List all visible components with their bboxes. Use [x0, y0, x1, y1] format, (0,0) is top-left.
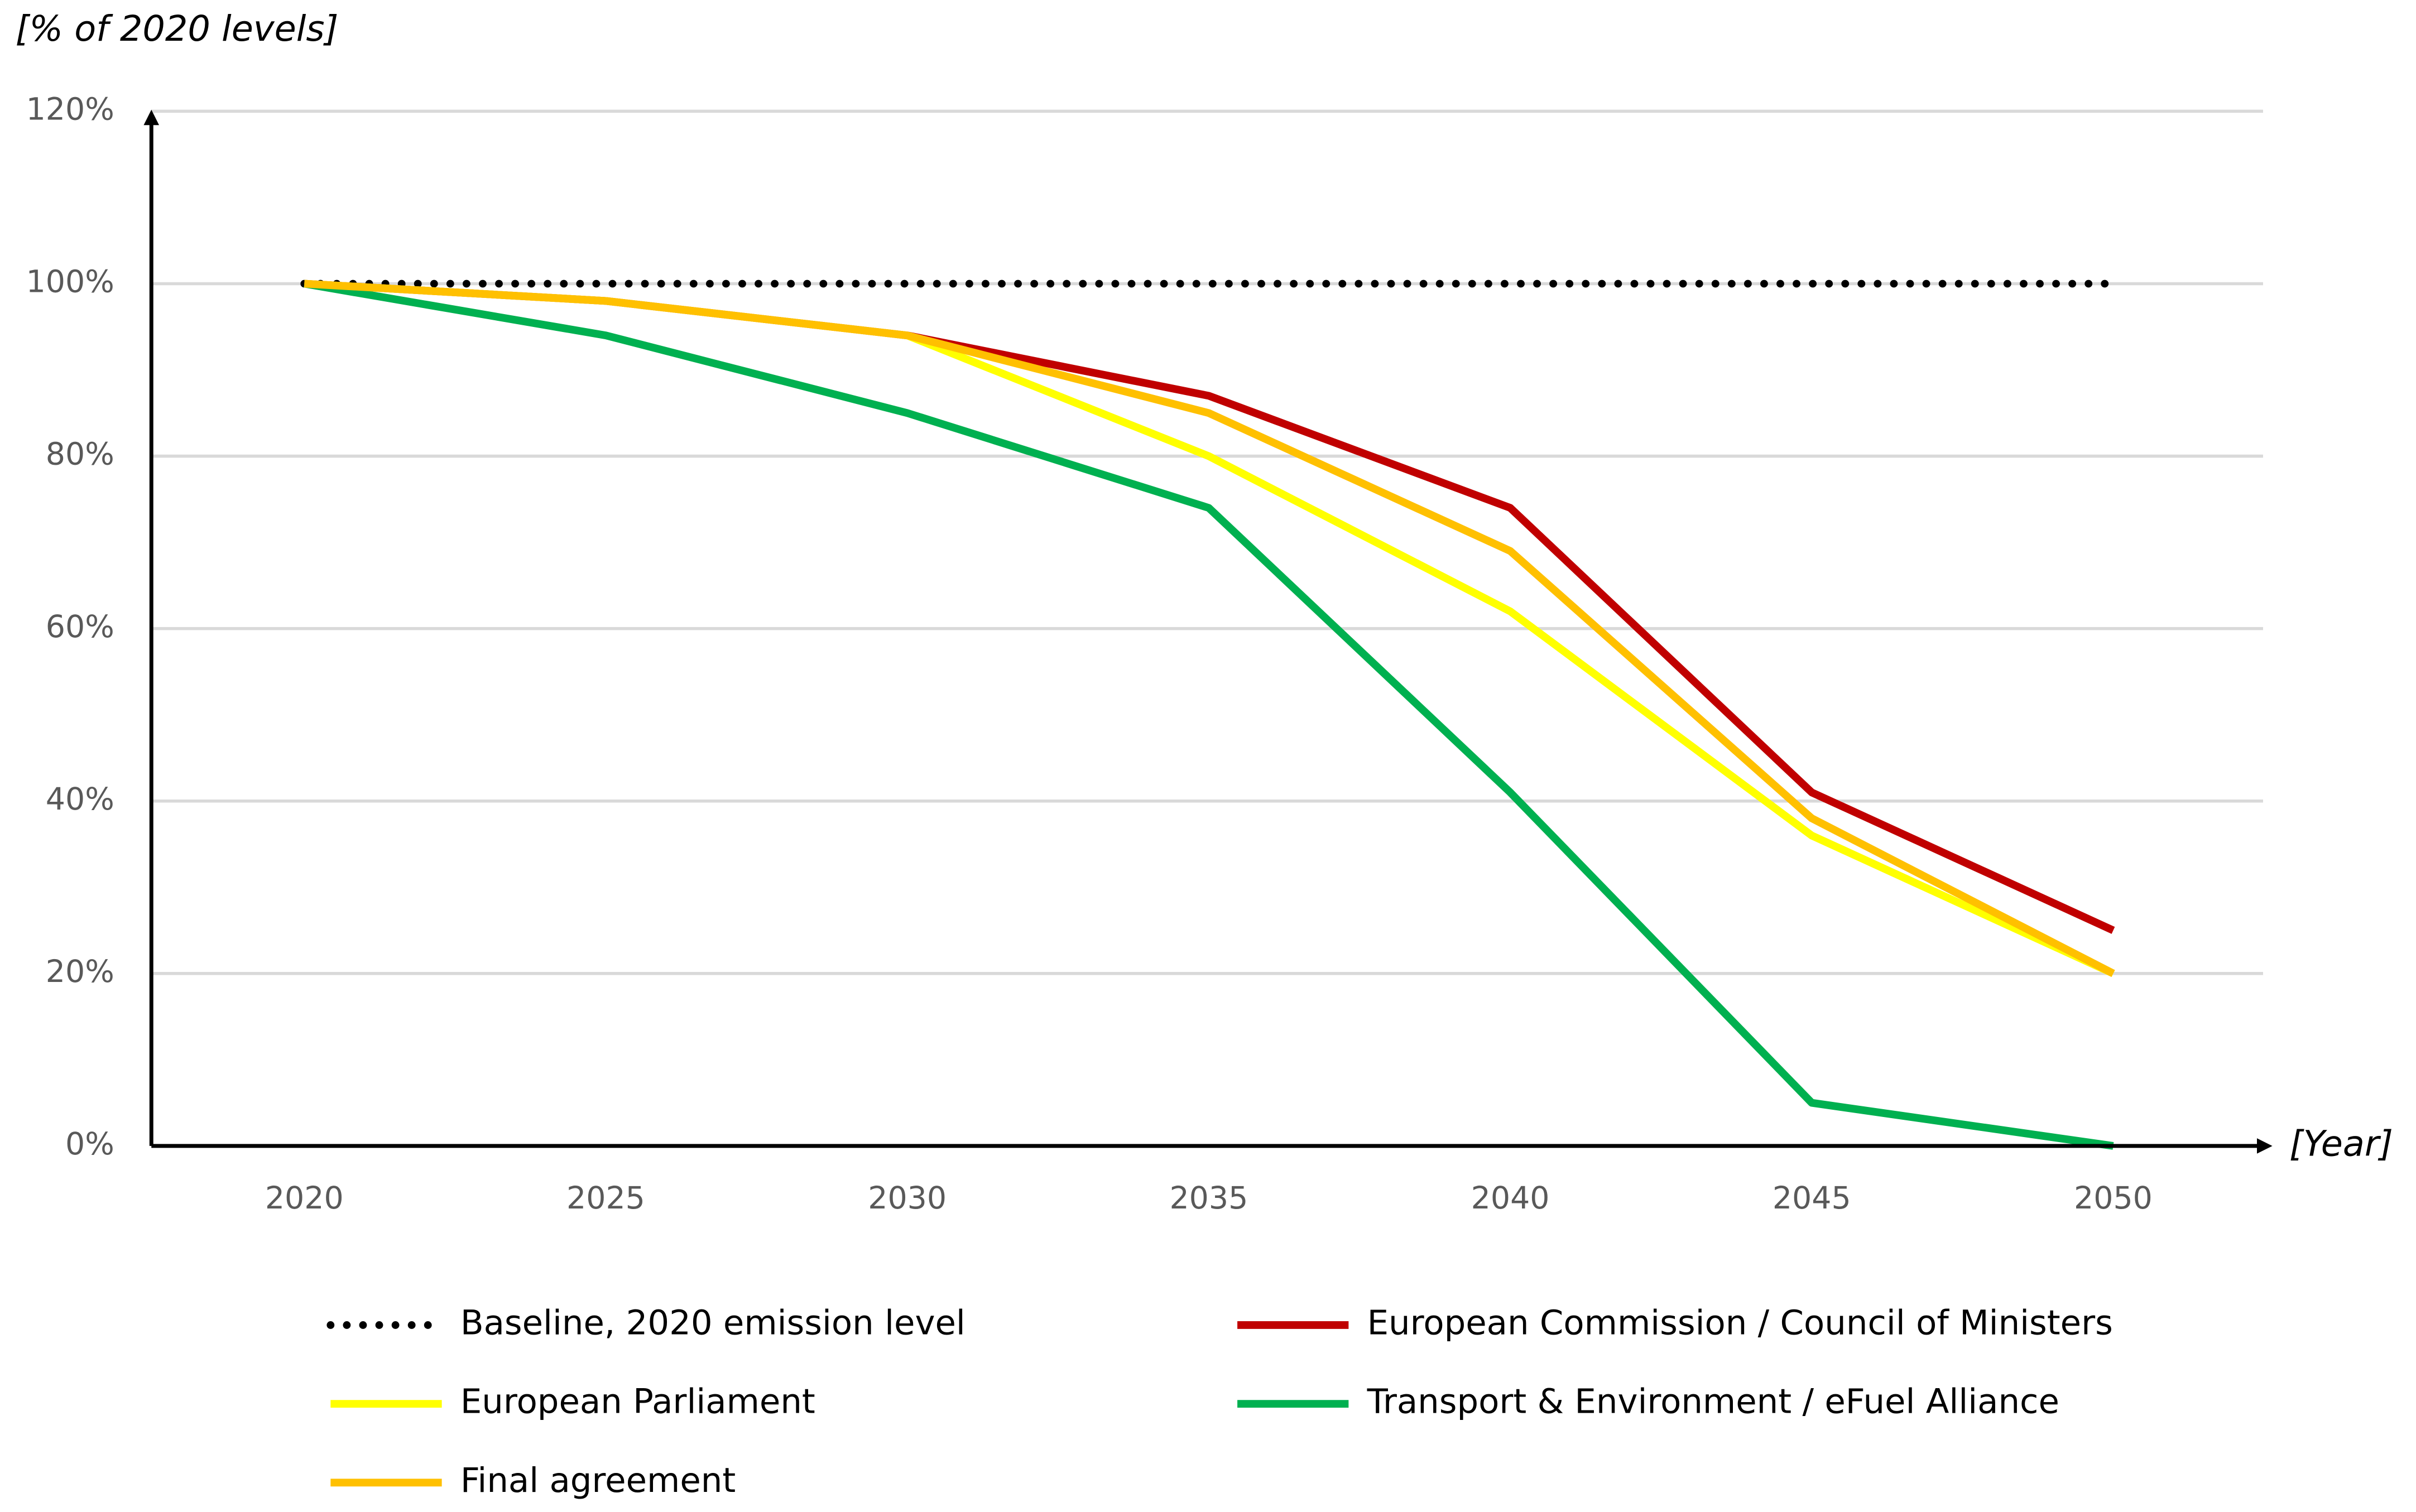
x-tick-label: 2020 — [265, 1181, 344, 1216]
legend: Baseline, 2020 emission level European Co… — [326, 1303, 2113, 1500]
legend-label: European Commission / Council of Ministe… — [1367, 1303, 2113, 1343]
series-line — [304, 280, 2114, 1150]
y-tick-label: 40% — [46, 782, 114, 817]
plot — [300, 280, 2117, 1150]
x-tick-label: 2025 — [566, 1181, 645, 1216]
grid — [151, 109, 2263, 1148]
x-tick-label: 2030 — [868, 1181, 947, 1216]
series-line — [304, 280, 2115, 977]
legend-label: Final agreement — [460, 1461, 736, 1500]
y-tick-label: 0% — [65, 1126, 114, 1162]
x-tick-label: 2035 — [1169, 1181, 1248, 1216]
y-tick-label: 20% — [46, 954, 114, 990]
y-tick-label: 120% — [26, 92, 114, 128]
y-tick-label: 80% — [46, 437, 114, 473]
y-tick-label: 60% — [46, 609, 114, 645]
x-tick-label: 2045 — [1773, 1181, 1851, 1216]
legend-label: Transport & Environment / eFuel Alliance — [1367, 1382, 2059, 1422]
x-axis-label: [Year] — [2289, 1123, 2393, 1164]
legend-label: European Parliament — [460, 1382, 815, 1422]
x-tick-label: 2050 — [2074, 1181, 2153, 1216]
y-tick-label: 100% — [26, 264, 114, 300]
x-tick-label: 2040 — [1471, 1181, 1550, 1216]
legend-label: Baseline, 2020 emission level — [460, 1303, 966, 1343]
y-axis-label: [% of 2020 levels] — [16, 8, 339, 50]
